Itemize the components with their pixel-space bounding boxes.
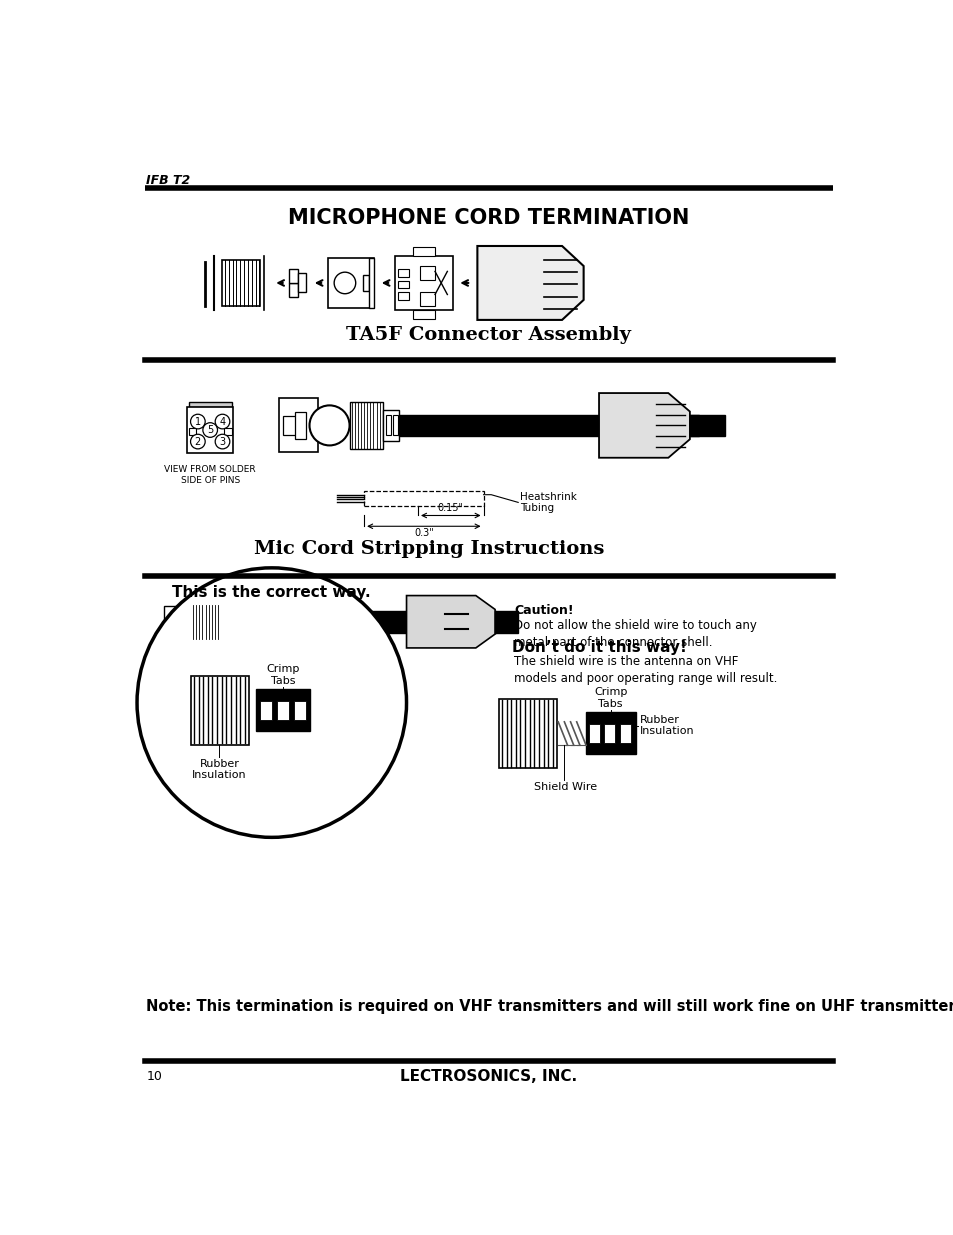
- Bar: [277, 701, 289, 720]
- Text: Shield Wire: Shield Wire: [534, 782, 597, 792]
- Bar: [397, 293, 409, 300]
- Bar: [413, 247, 435, 256]
- Circle shape: [170, 614, 185, 630]
- Bar: [495, 611, 517, 632]
- Bar: [256, 689, 310, 731]
- Bar: [413, 310, 435, 319]
- Polygon shape: [406, 595, 495, 648]
- Bar: [588, 724, 599, 742]
- Text: Crimp
Tabs: Crimp Tabs: [267, 664, 299, 685]
- Text: TA5F Connector Assembly: TA5F Connector Assembly: [346, 326, 631, 343]
- Bar: [260, 701, 272, 720]
- Bar: [369, 258, 374, 309]
- Bar: [279, 399, 317, 452]
- Bar: [419, 266, 435, 280]
- Bar: [328, 258, 374, 309]
- Circle shape: [334, 272, 355, 294]
- Text: 2: 2: [194, 436, 201, 447]
- Circle shape: [191, 435, 205, 448]
- Text: MICROPHONE CORD TERMINATION: MICROPHONE CORD TERMINATION: [288, 207, 689, 227]
- Bar: [283, 416, 295, 435]
- Bar: [233, 611, 496, 632]
- Text: Mic Cord Stripping Instructions: Mic Cord Stripping Instructions: [254, 540, 604, 557]
- Circle shape: [137, 568, 406, 837]
- Text: 3: 3: [219, 436, 225, 447]
- Bar: [189, 427, 196, 436]
- Bar: [221, 259, 260, 306]
- Text: 0.15": 0.15": [437, 503, 463, 514]
- Circle shape: [215, 435, 230, 448]
- Text: 1: 1: [194, 416, 201, 426]
- Bar: [419, 293, 435, 306]
- Text: 5: 5: [207, 425, 213, 435]
- Text: Don’t do it this way!: Don’t do it this way!: [511, 640, 686, 655]
- Bar: [364, 490, 483, 506]
- Bar: [385, 415, 391, 435]
- Bar: [191, 605, 218, 638]
- Text: The shield wire is the antenna on VHF
models and poor operating range will resul: The shield wire is the antenna on VHF mo…: [514, 655, 777, 685]
- Bar: [218, 609, 233, 634]
- Circle shape: [191, 414, 205, 429]
- Text: 4: 4: [219, 416, 225, 426]
- Text: Caution!: Caution!: [514, 604, 574, 618]
- Text: Do not allow the shield wire to touch any
metal part of the connector shell.: Do not allow the shield wire to touch an…: [514, 620, 757, 650]
- Bar: [395, 256, 453, 310]
- Text: VIEW FROM SOLDER
SIDE OF PINS: VIEW FROM SOLDER SIDE OF PINS: [164, 466, 255, 485]
- Circle shape: [215, 414, 230, 429]
- Text: 10: 10: [146, 1070, 162, 1083]
- Bar: [294, 701, 305, 720]
- Bar: [397, 269, 409, 277]
- Bar: [585, 711, 636, 755]
- Text: This is the correct way.: This is the correct way.: [172, 585, 371, 600]
- Text: Note: This termination is required on VHF transmitters and will still work fine : Note: This termination is required on VH…: [146, 999, 953, 1014]
- Bar: [689, 415, 723, 436]
- Circle shape: [203, 422, 217, 437]
- Bar: [498, 699, 557, 768]
- Bar: [393, 415, 397, 435]
- Bar: [294, 411, 305, 440]
- Polygon shape: [476, 246, 583, 320]
- Bar: [297, 273, 306, 293]
- Text: IFB T2: IFB T2: [146, 174, 191, 186]
- Bar: [189, 401, 232, 406]
- Bar: [362, 275, 369, 290]
- Bar: [604, 724, 615, 742]
- Bar: [187, 406, 233, 453]
- Text: LECTROSONICS, INC.: LECTROSONICS, INC.: [400, 1068, 577, 1083]
- Bar: [383, 410, 398, 441]
- Circle shape: [309, 405, 349, 446]
- Bar: [349, 403, 383, 448]
- Polygon shape: [598, 393, 689, 458]
- Bar: [221, 615, 225, 627]
- Bar: [224, 427, 232, 436]
- Bar: [164, 606, 191, 637]
- Bar: [227, 615, 232, 627]
- Bar: [289, 283, 297, 296]
- Bar: [398, 415, 699, 436]
- Bar: [289, 269, 297, 283]
- Bar: [397, 280, 409, 288]
- Bar: [191, 676, 249, 745]
- Text: 0.3": 0.3": [414, 527, 434, 537]
- Bar: [619, 724, 630, 742]
- Text: Heatshrink
Tubing: Heatshrink Tubing: [520, 492, 577, 514]
- Text: Rubber
Insulation: Rubber Insulation: [639, 715, 694, 736]
- Text: Rubber
Insulation: Rubber Insulation: [192, 758, 247, 781]
- Bar: [168, 614, 175, 630]
- Text: Crimp
Tabs: Crimp Tabs: [594, 687, 627, 709]
